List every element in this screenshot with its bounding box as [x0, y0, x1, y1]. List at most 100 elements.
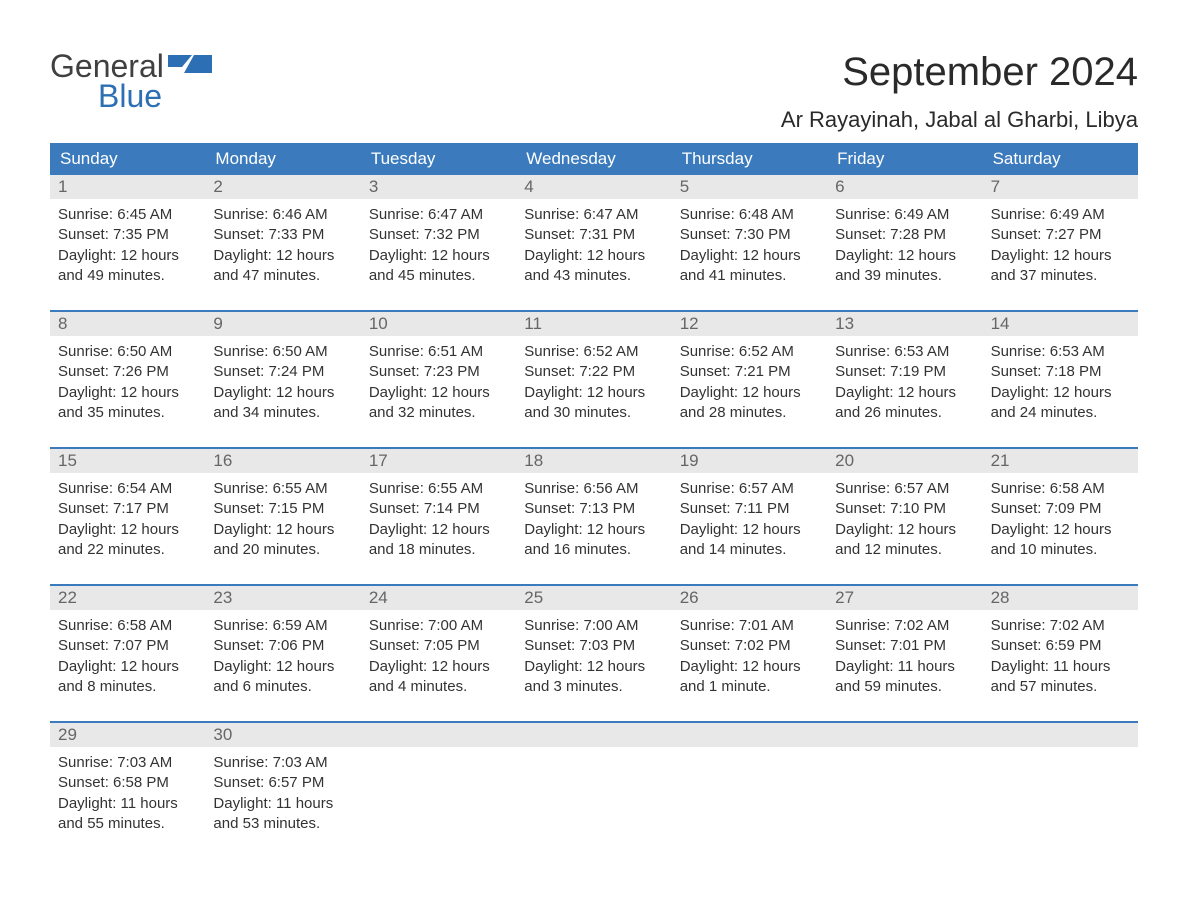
day-info: Sunrise: 6:48 AMSunset: 7:30 PMDaylight:…: [680, 205, 819, 286]
week-row: 22Sunrise: 6:58 AMSunset: 7:07 PMDayligh…: [50, 584, 1138, 709]
day-info: Sunrise: 7:00 AMSunset: 7:05 PMDaylight:…: [369, 616, 508, 697]
day-info-d1: Daylight: 12 hours: [524, 520, 663, 540]
day-info-d1: Daylight: 12 hours: [835, 246, 974, 266]
day-info-sunrise: Sunrise: 7:01 AM: [680, 616, 819, 636]
day-info-d2: and 26 minutes.: [835, 403, 974, 423]
day-info: Sunrise: 7:02 AMSunset: 6:59 PMDaylight:…: [991, 616, 1130, 697]
day-info-sunrise: Sunrise: 6:49 AM: [991, 205, 1130, 225]
day-cell: 26 Sunrise: 7:01 AMSunset: 7:02 PMDayligh…: [672, 586, 827, 709]
day-info-sunset: Sunset: 7:21 PM: [680, 362, 819, 382]
day-number-row: [983, 723, 1138, 747]
day-cell: [827, 723, 982, 846]
day-info-sunset: Sunset: 7:05 PM: [369, 636, 508, 656]
week-row: 8Sunrise: 6:50 AMSunset: 7:26 PMDaylight…: [50, 310, 1138, 435]
day-number-row: 3: [361, 175, 516, 199]
week-row: 1Sunrise: 6:45 AMSunset: 7:35 PMDaylight…: [50, 175, 1138, 298]
day-number: 4: [524, 177, 533, 196]
day-number-row: 2: [205, 175, 360, 199]
day-info: Sunrise: 6:59 AMSunset: 7:06 PMDaylight:…: [213, 616, 352, 697]
day-info-sunrise: Sunrise: 6:56 AM: [524, 479, 663, 499]
day-info-sunrise: Sunrise: 7:02 AM: [991, 616, 1130, 636]
day-cell: 7Sunrise: 6:49 AMSunset: 7:27 PMDaylight…: [983, 175, 1138, 298]
day-number: 27: [835, 588, 854, 607]
day-info-sunset: Sunset: 7:31 PM: [524, 225, 663, 245]
day-cell: 22Sunrise: 6:58 AMSunset: 7:07 PMDayligh…: [50, 586, 205, 709]
day-header-sunday: Sunday: [50, 143, 205, 175]
day-info-d2: and 37 minutes.: [991, 266, 1130, 286]
day-header-saturday: Saturday: [983, 143, 1138, 175]
day-info-d1: Daylight: 12 hours: [680, 657, 819, 677]
day-number: 5: [680, 177, 689, 196]
day-number: [524, 725, 529, 744]
day-info-sunset: Sunset: 7:17 PM: [58, 499, 197, 519]
day-cell: 30 Sunrise: 7:03 AMSunset: 6:57 PMDayligh…: [205, 723, 360, 846]
day-info-d2: and 32 minutes.: [369, 403, 508, 423]
day-cell: 23Sunrise: 6:59 AMSunset: 7:06 PMDayligh…: [205, 586, 360, 709]
day-number: 24: [369, 588, 388, 607]
day-number-row: [827, 723, 982, 747]
day-number: 14: [991, 314, 1010, 333]
day-number: 30: [213, 725, 232, 744]
day-number-row: 18: [516, 449, 671, 473]
day-number-row: [672, 723, 827, 747]
day-info: Sunrise: 7:03 AMSunset: 6:57 PMDaylight:…: [213, 753, 352, 834]
day-info-sunset: Sunset: 7:09 PM: [991, 499, 1130, 519]
day-info-d2: and 57 minutes.: [991, 677, 1130, 697]
day-info-sunrise: Sunrise: 6:46 AM: [213, 205, 352, 225]
day-info-d2: and 14 minutes.: [680, 540, 819, 560]
day-number-row: 17: [361, 449, 516, 473]
day-cell: 29Sunrise: 7:03 AMSunset: 6:58 PMDayligh…: [50, 723, 205, 846]
day-info: Sunrise: 6:57 AMSunset: 7:10 PMDaylight:…: [835, 479, 974, 560]
day-info-sunrise: Sunrise: 7:00 AM: [524, 616, 663, 636]
day-info-sunset: Sunset: 7:14 PM: [369, 499, 508, 519]
day-info: Sunrise: 6:53 AMSunset: 7:18 PMDaylight:…: [991, 342, 1130, 423]
day-number-row: 22: [50, 586, 205, 610]
day-cell: 25Sunrise: 7:00 AMSunset: 7:03 PMDayligh…: [516, 586, 671, 709]
logo-flag-icon: [168, 50, 212, 82]
day-info-sunset: Sunset: 7:23 PM: [369, 362, 508, 382]
day-info: Sunrise: 6:56 AMSunset: 7:13 PMDaylight:…: [524, 479, 663, 560]
day-info: Sunrise: 6:50 AMSunset: 7:26 PMDaylight:…: [58, 342, 197, 423]
day-info-d2: and 18 minutes.: [369, 540, 508, 560]
day-info-sunset: Sunset: 7:02 PM: [680, 636, 819, 656]
day-info-sunrise: Sunrise: 6:53 AM: [991, 342, 1130, 362]
day-info-d2: and 24 minutes.: [991, 403, 1130, 423]
day-info-d2: and 22 minutes.: [58, 540, 197, 560]
location-subtitle: Ar Rayayinah, Jabal al Gharbi, Libya: [781, 107, 1138, 133]
day-number-row: 24: [361, 586, 516, 610]
day-info-sunset: Sunset: 7:11 PM: [680, 499, 819, 519]
day-number: 6: [835, 177, 844, 196]
day-info-d2: and 47 minutes.: [213, 266, 352, 286]
day-info-d2: and 28 minutes.: [680, 403, 819, 423]
day-info-sunrise: Sunrise: 6:53 AM: [835, 342, 974, 362]
day-info-d1: Daylight: 11 hours: [991, 657, 1130, 677]
day-info: Sunrise: 6:55 AMSunset: 7:15 PMDaylight:…: [213, 479, 352, 560]
day-cell: 18 Sunrise: 6:56 AMSunset: 7:13 PMDayligh…: [516, 449, 671, 572]
day-info: Sunrise: 6:54 AMSunset: 7:17 PMDaylight:…: [58, 479, 197, 560]
day-number: 12: [680, 314, 699, 333]
day-info-d1: Daylight: 11 hours: [213, 794, 352, 814]
day-cell: 9Sunrise: 6:50 AMSunset: 7:24 PMDaylight…: [205, 312, 360, 435]
day-number: 20: [835, 451, 854, 470]
day-info-d1: Daylight: 12 hours: [835, 383, 974, 403]
day-info-sunrise: Sunrise: 7:00 AM: [369, 616, 508, 636]
day-info-sunset: Sunset: 7:06 PM: [213, 636, 352, 656]
month-year-title: September 2024: [781, 50, 1138, 95]
day-info-sunset: Sunset: 7:19 PM: [835, 362, 974, 382]
day-info-d2: and 10 minutes.: [991, 540, 1130, 560]
day-number: 26: [680, 588, 699, 607]
day-number: 3: [369, 177, 378, 196]
day-cell: 12Sunrise: 6:52 AMSunset: 7:21 PMDayligh…: [672, 312, 827, 435]
day-info-sunset: Sunset: 7:07 PM: [58, 636, 197, 656]
day-number: 2: [213, 177, 222, 196]
day-info-d2: and 35 minutes.: [58, 403, 197, 423]
weeks-container: 1Sunrise: 6:45 AMSunset: 7:35 PMDaylight…: [50, 175, 1138, 846]
day-cell: [672, 723, 827, 846]
day-cell: 14 Sunrise: 6:53 AMSunset: 7:18 PMDayligh…: [983, 312, 1138, 435]
day-info-d2: and 16 minutes.: [524, 540, 663, 560]
day-info: Sunrise: 6:47 AMSunset: 7:31 PMDaylight:…: [524, 205, 663, 286]
day-info-d1: Daylight: 12 hours: [369, 520, 508, 540]
day-number-row: 7: [983, 175, 1138, 199]
day-number-row: 29: [50, 723, 205, 747]
day-cell: 19Sunrise: 6:57 AMSunset: 7:11 PMDayligh…: [672, 449, 827, 572]
